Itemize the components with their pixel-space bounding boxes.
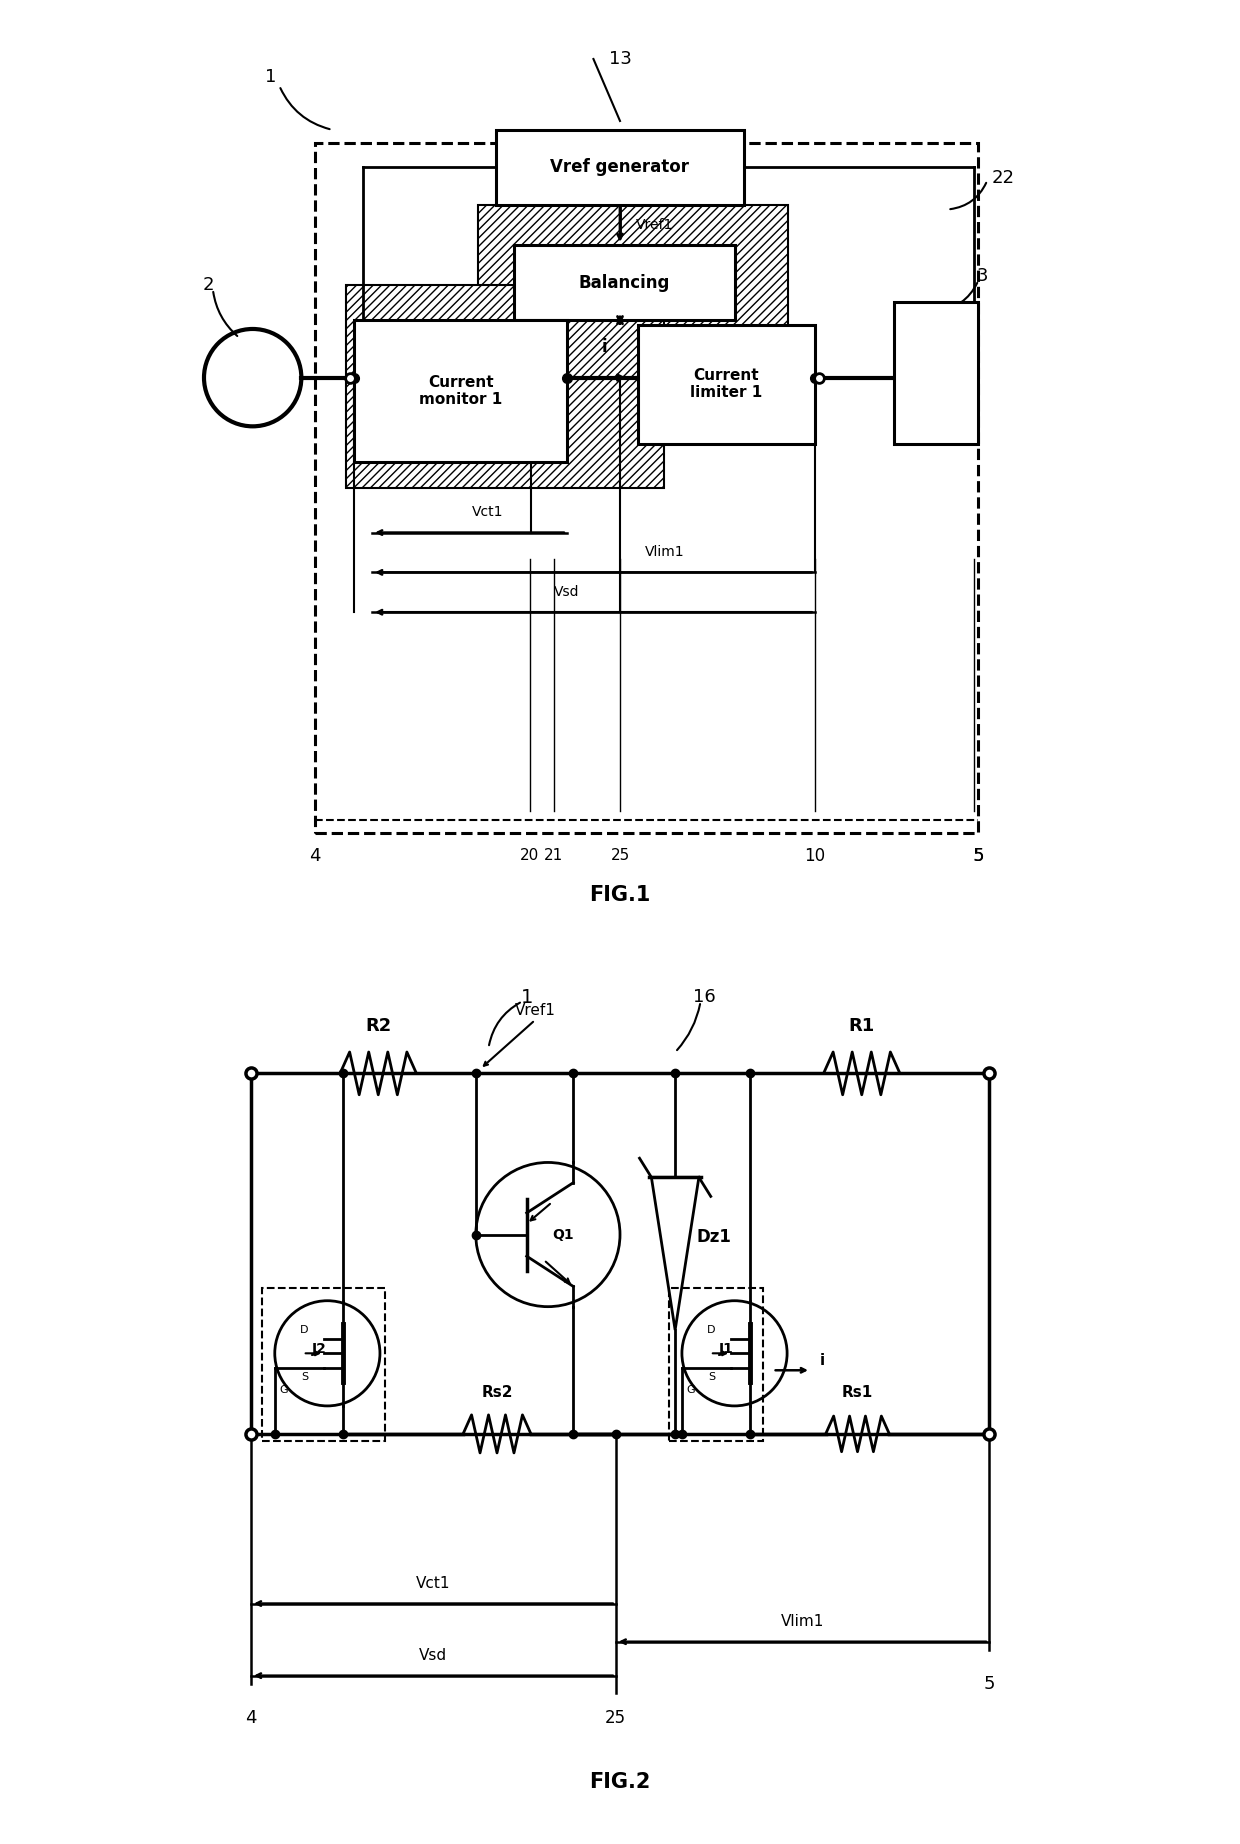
Text: S: S (709, 1372, 715, 1381)
Text: 10: 10 (805, 846, 826, 865)
Text: Vlim1: Vlim1 (781, 1614, 825, 1628)
Text: 25: 25 (610, 848, 630, 863)
Text: Vct1: Vct1 (471, 505, 503, 520)
Text: i: i (820, 1353, 825, 1368)
Text: Rs2: Rs2 (481, 1385, 513, 1400)
Bar (637, 325, 815, 444)
Text: 22: 22 (992, 170, 1014, 188)
Text: 3: 3 (977, 267, 988, 284)
Text: Vlim1: Vlim1 (645, 546, 684, 559)
Text: Vct1: Vct1 (417, 1577, 450, 1591)
Text: Balancing: Balancing (579, 273, 670, 291)
Text: FIG.1: FIG.1 (589, 885, 651, 905)
Text: D: D (707, 1324, 715, 1335)
Text: 1: 1 (264, 68, 277, 85)
Text: Dz1: Dz1 (697, 1228, 732, 1247)
Text: Rs1: Rs1 (842, 1385, 873, 1400)
Bar (479, 205, 789, 382)
Text: 4: 4 (309, 846, 320, 865)
Text: 1: 1 (521, 988, 533, 1007)
Text: 2: 2 (202, 277, 215, 293)
Text: Vref1: Vref1 (636, 218, 673, 232)
Text: 20: 20 (520, 848, 539, 863)
Text: 13: 13 (609, 50, 631, 68)
Text: Q1: Q1 (552, 1228, 574, 1241)
Text: 16: 16 (693, 988, 717, 1007)
Bar (894, 302, 978, 444)
Text: FIG.2: FIG.2 (589, 1772, 651, 1792)
Bar (315, 144, 978, 833)
Text: G: G (279, 1385, 288, 1396)
Text: Current
limiter 1: Current limiter 1 (691, 369, 763, 400)
Bar (513, 245, 735, 321)
Text: 21: 21 (544, 848, 563, 863)
Bar (670, 1287, 763, 1440)
Text: R1: R1 (848, 1018, 875, 1034)
Text: i: i (601, 337, 608, 356)
Text: Vref1: Vref1 (515, 1003, 556, 1018)
Text: Current
monitor 1: Current monitor 1 (419, 374, 502, 408)
Bar (346, 284, 665, 489)
Bar (496, 129, 744, 205)
Text: R2: R2 (365, 1018, 392, 1034)
Text: 5: 5 (983, 1674, 994, 1693)
Text: Vsd: Vsd (419, 1649, 448, 1663)
Text: D: D (300, 1324, 309, 1335)
Text: Vsd: Vsd (554, 585, 579, 599)
Bar (262, 1287, 386, 1440)
Text: J1: J1 (719, 1342, 734, 1355)
Text: G: G (686, 1385, 694, 1396)
Text: 4: 4 (246, 1709, 257, 1728)
Text: Vref generator: Vref generator (551, 159, 689, 177)
Text: S: S (301, 1372, 309, 1381)
Text: 5: 5 (975, 846, 985, 865)
Text: 5: 5 (972, 846, 985, 865)
Bar (355, 321, 567, 461)
Text: 25: 25 (605, 1709, 626, 1728)
Text: J2: J2 (311, 1342, 326, 1355)
